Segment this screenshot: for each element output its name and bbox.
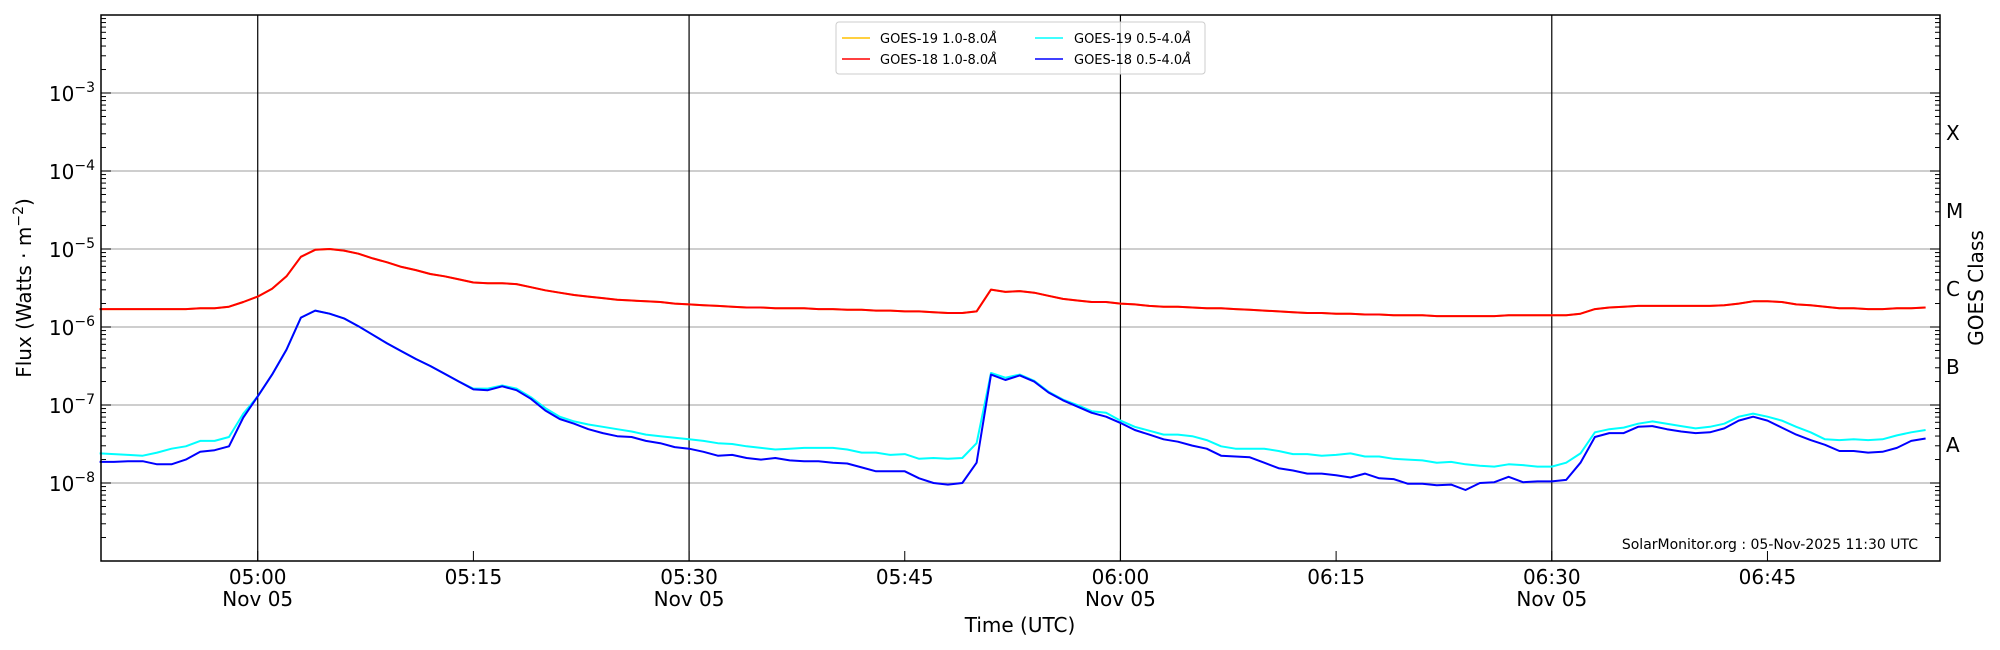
y-tick-label: 10−3 <box>49 80 95 106</box>
series-layer <box>99 248 1926 491</box>
y2-axis-label: GOES Class <box>1964 230 1988 346</box>
x-tick-label: 06:15 <box>1307 565 1365 589</box>
x-axis-label: Time (UTC) <box>964 613 1076 637</box>
x-tick-label: 05:15 <box>445 565 503 589</box>
legend-label-goes18-long: GOES-18 1.0-8.0Å <box>880 52 997 68</box>
x-tick-label: 06:00 <box>1092 565 1150 589</box>
plot-frame <box>100 14 1941 562</box>
y-axis-label: Flux (Watts · m−2) <box>11 198 36 378</box>
x-tick-label: 06:45 <box>1739 565 1797 589</box>
grid-layer <box>101 15 1940 561</box>
x-tick-date-label: Nov 05 <box>654 587 725 611</box>
x-tick-label: 05:30 <box>660 565 718 589</box>
x-tick-date-label: Nov 05 <box>1085 587 1156 611</box>
y-tick-label: 10−4 <box>49 158 95 184</box>
x-tick-date-label: Nov 05 <box>222 587 293 611</box>
y-tick-label: 10−6 <box>49 314 95 340</box>
x-tick-label: 05:45 <box>876 565 934 589</box>
legend-box <box>835 21 1206 75</box>
y-tick-label: 10−5 <box>49 236 95 262</box>
x-tick-label: 05:00 <box>229 565 287 589</box>
legend-label-goes18-short: GOES-18 0.5-4.0Å <box>1074 52 1191 68</box>
series-goes18-short <box>99 309 1926 491</box>
goes-class-label: A <box>1946 433 1960 457</box>
series-goes18-long <box>99 248 1926 318</box>
goes-class-label: X <box>1946 121 1960 145</box>
y-tick-label: 10−7 <box>49 392 95 418</box>
legend: GOES-19 1.0-8.0Å GOES-18 1.0-8.0Å GOES-1… <box>835 21 1206 75</box>
goes-class-label: B <box>1946 355 1960 379</box>
series-goes19-short <box>99 309 1926 468</box>
x-tick-date-label: Nov 05 <box>1516 587 1587 611</box>
legend-label-goes19-long: GOES-19 1.0-8.0Å <box>880 31 997 47</box>
watermark: SolarMonitor.org : 05-Nov-2025 11:30 UTC <box>1622 537 1918 553</box>
goes-class-label: M <box>1946 199 1963 223</box>
goes-class-label: C <box>1946 277 1960 301</box>
x-tick-label: 06:30 <box>1523 565 1581 589</box>
y-tick-label: 10−8 <box>49 470 95 496</box>
legend-label-goes19-short: GOES-19 0.5-4.0Å <box>1074 31 1191 47</box>
